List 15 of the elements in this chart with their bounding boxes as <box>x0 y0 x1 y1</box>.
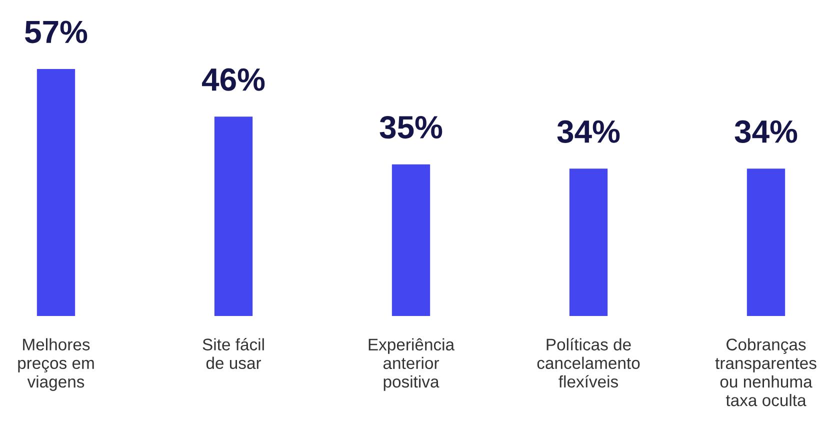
data-label: 34% <box>557 120 620 143</box>
data-label: 57% <box>25 20 88 44</box>
bar <box>569 168 608 316</box>
x-tick-label: Melhores preços em viagens <box>18 338 94 391</box>
bar <box>392 164 430 316</box>
data-label: 34% <box>734 120 798 143</box>
bar <box>36 69 76 316</box>
data-label: 46% <box>202 68 265 91</box>
bar <box>746 168 786 316</box>
data-label: 35% <box>380 116 442 139</box>
x-tick-label: Cobranças transparentes ou nenhuma taxa oculta <box>715 338 816 406</box>
x-tick-label: Site fácil de usar <box>202 338 264 370</box>
x-tick-label: Políticas de cancelamento flexíveis <box>537 338 640 388</box>
x-tick-label: Experiência anterior positiva <box>368 338 455 391</box>
bar <box>214 116 253 316</box>
